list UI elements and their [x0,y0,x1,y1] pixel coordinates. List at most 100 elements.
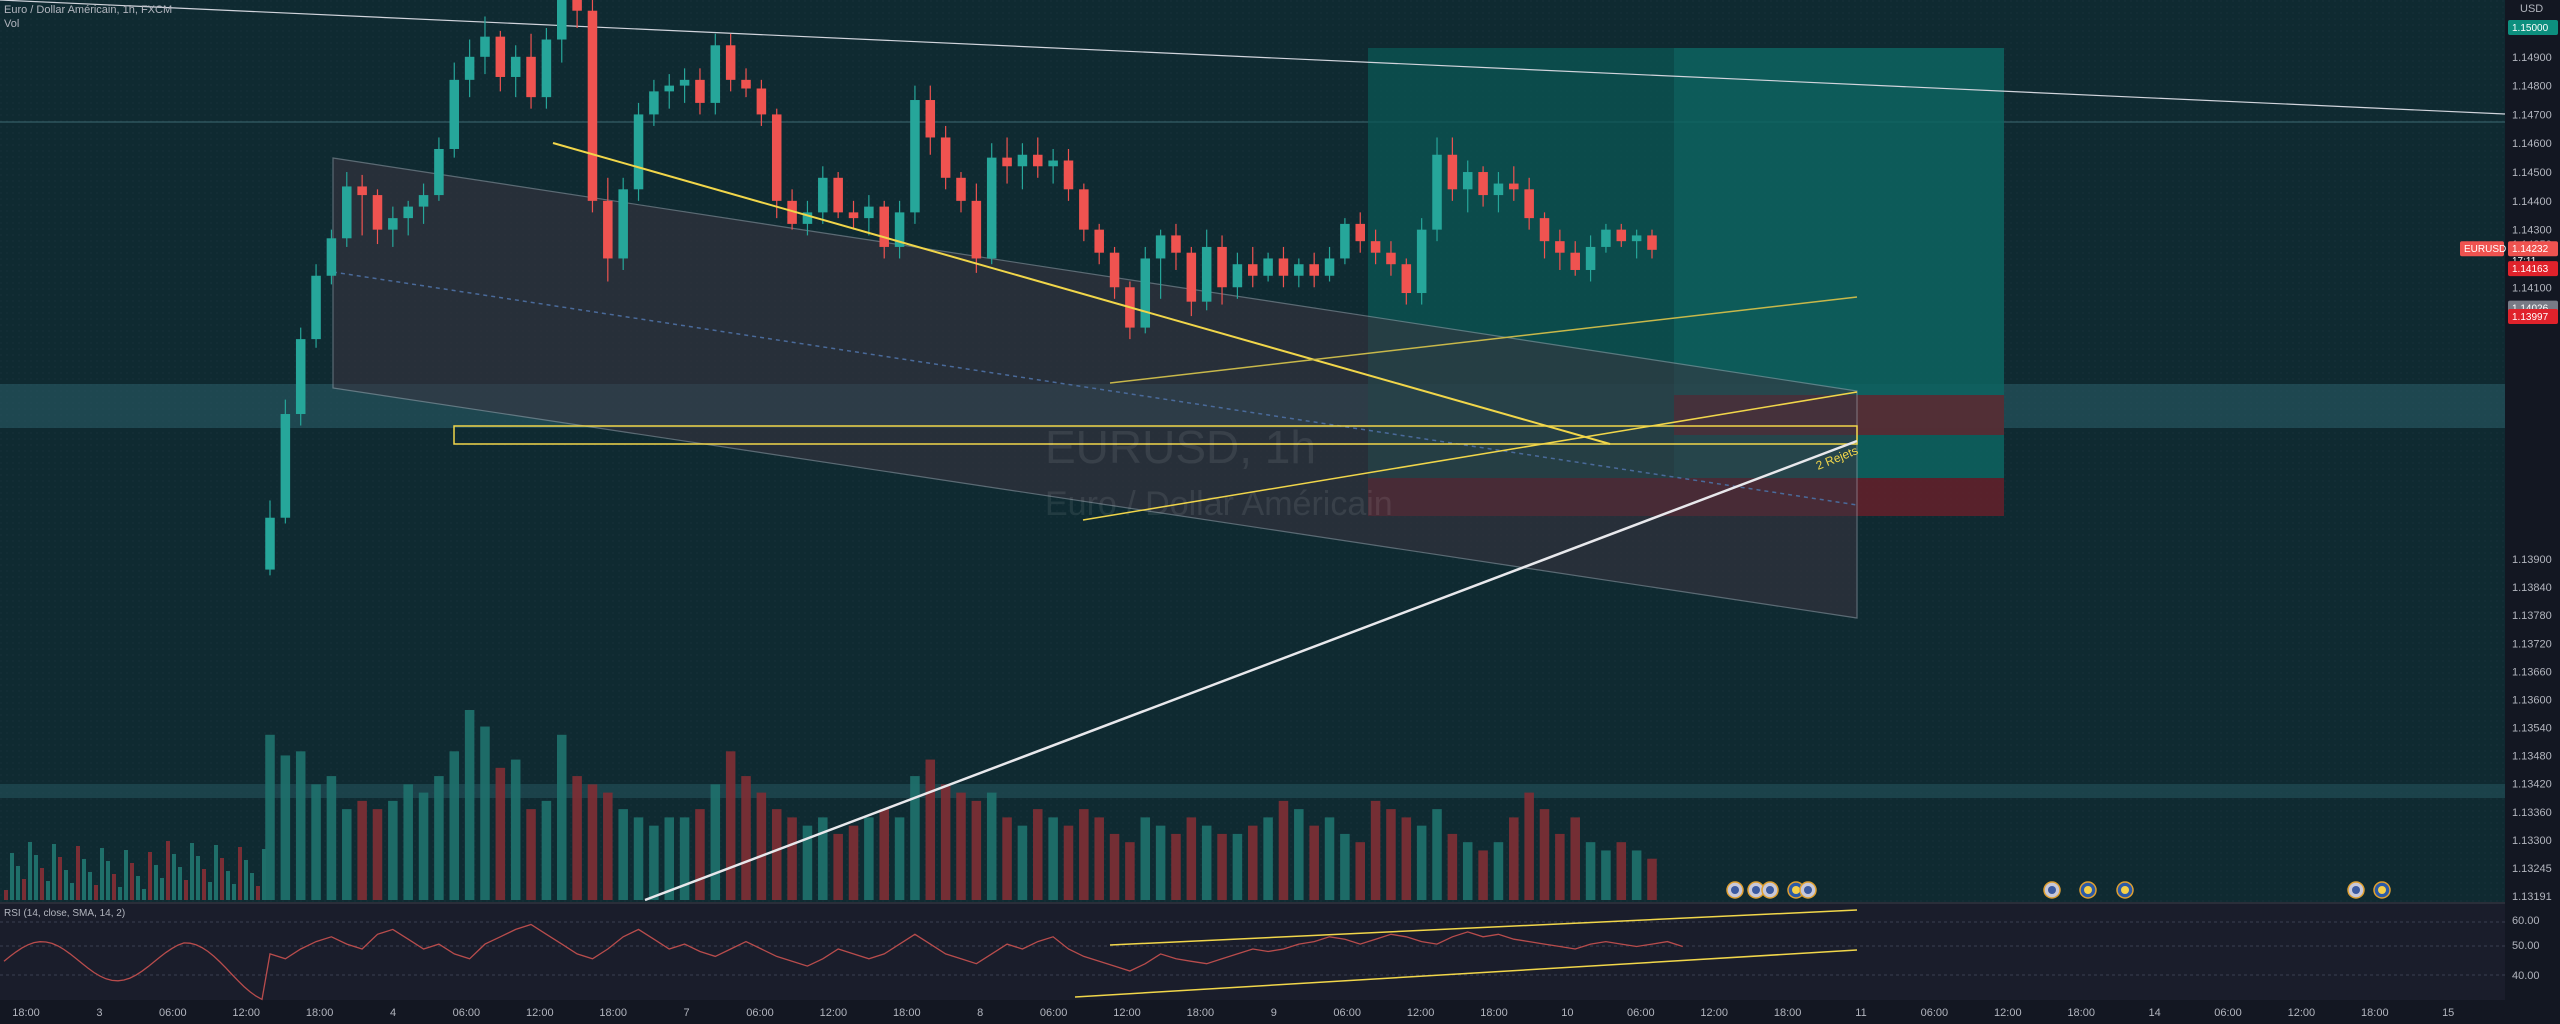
candle-body [1155,235,1166,259]
candle-body [725,45,736,80]
chart-title[interactable]: Euro / Dollar Américain, 1h, FXCM [4,4,173,16]
us-flag-icon[interactable] [1799,881,1817,899]
volume-bar [238,847,242,900]
us-flag-icon[interactable] [1747,881,1765,899]
volume-bar [10,853,14,900]
time-tick-label: 11 [1855,1007,1866,1019]
rsi-axis-40: 40.00 [2512,970,2540,982]
time-tick-label: 06:00 [1921,1007,1949,1019]
candle-body [388,218,398,230]
us-flag-icon[interactable] [2347,881,2365,899]
time-tick-label: 18:00 [1774,1007,1802,1019]
volume-bar [265,734,275,900]
price-tick-label: 1.13720 [2512,638,2552,650]
volume-bar [148,852,152,900]
volume-bar [326,776,337,900]
volume-bar [1432,809,1442,900]
price-tag-label: 1.14163 [2512,264,2549,275]
time-tick-label: 12:00 [2288,1007,2316,1019]
candle-body [1555,241,1565,253]
volume-bar [1079,809,1089,900]
volume-bar [250,873,254,900]
volume-bar [34,855,38,900]
us-flag-icon[interactable] [1726,881,1744,899]
time-tick-label: 12:00 [232,1007,260,1019]
volume-bar [1109,833,1120,900]
candle-body [1247,264,1258,276]
time-axis[interactable]: 18:00 3 06:00 12:00 18:00 4 06:00 12:00 18:00 7 06… [12,1007,2454,1019]
candle-body [925,100,936,138]
volume-bar [311,784,321,900]
time-axis-panel [0,1000,2505,1024]
candle-body [372,195,383,230]
us-flag-icon[interactable] [2043,881,2061,899]
volume-bar [802,825,813,900]
time-tick-label: 06:00 [1040,1007,1068,1019]
volume-bar [1171,833,1181,900]
volume-bar [130,863,134,900]
volume-bar [82,859,86,900]
volume-bar [1309,825,1319,900]
event-icon-dot [2084,886,2092,894]
volume-bar [202,869,206,900]
candle-body [1432,154,1442,230]
candle-body [1647,235,1657,250]
candle-body [771,114,782,201]
volume-bar [136,876,140,900]
volume-bar [1232,833,1243,900]
price-tag [2508,308,2558,324]
eu-flag-icon[interactable] [2116,881,2134,899]
volume-bar [214,845,218,900]
volume-bar [232,884,236,900]
volume-bar [1555,833,1565,900]
rsi-indicator-label[interactable]: RSI (14, close, SMA, 14, 2) [4,908,126,919]
candle-body [1416,229,1427,294]
volume-bar [118,887,122,900]
eu-flag-icon[interactable] [2373,881,2391,899]
volume-bar [603,792,613,900]
price-tag-label: 1.14232 [2512,244,2549,255]
volume-bar [1416,825,1427,900]
candle-body [940,137,951,178]
volume-bar [244,860,248,900]
volume-bar [94,885,98,900]
volume-bar [756,792,767,900]
yellow-support-box [453,425,1858,445]
eu-flag-icon[interactable] [2079,881,2097,899]
candle-body [1232,264,1243,288]
time-tick-label: 18:00 [599,1007,627,1019]
event-markers[interactable] [1726,881,2391,899]
eu-flag-icon[interactable] [1787,881,1805,899]
volume-bar [1524,792,1534,900]
volume-bar [1401,817,1412,900]
time-tick-label: 12:00 [526,1007,554,1019]
price-axis-currency: USD [2520,3,2543,15]
volume-bar [22,879,26,900]
candle-body [956,177,966,201]
price-tick-label: 1.14600 [2512,138,2552,150]
candle-body [357,186,367,196]
price-axis[interactable]: 1.15000 1.14900 1.14800 1.14700 1.14600 1.145… [2460,20,2558,903]
price-tick-label: 1.14300 [2512,225,2552,237]
candle-body [464,56,475,80]
volume-indicator-label[interactable]: Vol [4,18,20,30]
volume-bar [818,817,828,900]
us-flag-icon[interactable] [1761,881,1779,899]
volume-bar [1048,817,1058,900]
volume-bar [172,854,176,900]
volume-bar [510,759,521,900]
volume-bar [226,871,230,900]
candle-body [833,177,843,213]
candle-body [1109,252,1120,288]
candle-body [649,91,659,115]
volume-band [0,784,2505,798]
price-tag-label: 1.15000 [2512,23,2549,34]
volume-bar [1447,833,1458,900]
watermark-symbol: EURUSD, 1h [1045,421,1316,473]
volume-bar [710,784,721,900]
candle-body [526,56,536,98]
volume-bar [64,870,68,900]
volume-bar [1017,825,1028,900]
